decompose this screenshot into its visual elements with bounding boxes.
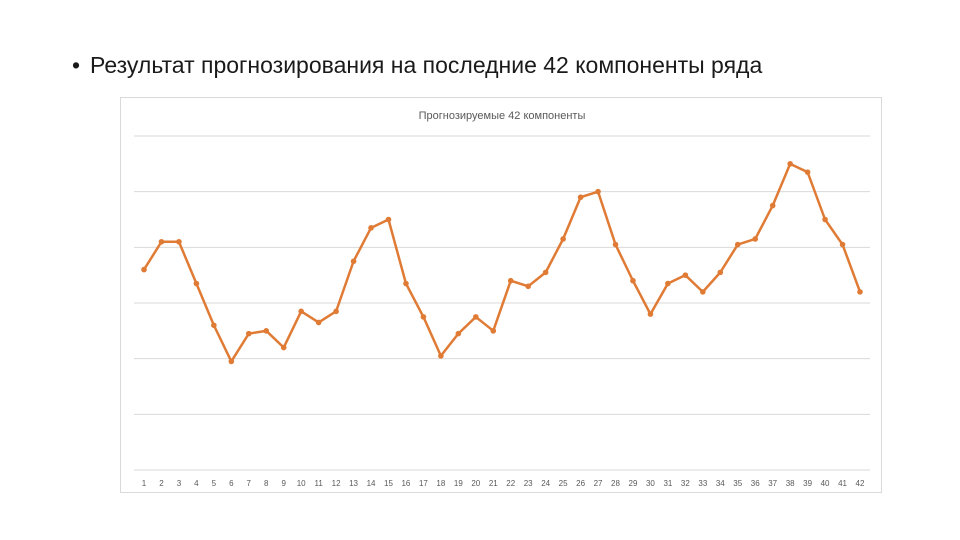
x-tick-label: 9 — [281, 479, 286, 488]
data-point-20 — [473, 314, 479, 320]
x-tick-label: 37 — [768, 479, 777, 488]
x-axis-tick-labels: 1 2 3 4 5 6 7 8 9 10 11 12 13 14 15 16 17 18 19 20 21 22 23 24 2… — [142, 479, 865, 488]
data-point-15 — [385, 216, 392, 223]
data-point-41 — [839, 241, 846, 248]
x-tick-label: 13 — [349, 479, 358, 488]
series-line — [142, 162, 862, 363]
x-tick-label: 21 — [489, 479, 498, 488]
x-tick-label: 22 — [506, 479, 515, 488]
data-point-5 — [211, 322, 217, 329]
data-point-34 — [717, 269, 724, 276]
bullet-marker: • — [72, 52, 81, 78]
x-tick-label: 7 — [247, 479, 252, 488]
x-tick-label: 30 — [646, 479, 655, 488]
data-point-26 — [577, 194, 584, 201]
data-point-39 — [804, 169, 811, 175]
chart-frame: Прогнозируемые 42 компоненты 1 2 3 4 5 6 7 8 9 10… — [120, 97, 882, 493]
data-point-33 — [700, 289, 706, 295]
data-point-31 — [665, 280, 671, 287]
data-point-23 — [525, 283, 531, 290]
data-point-25 — [560, 236, 566, 242]
x-tick-label: 3 — [177, 479, 182, 488]
data-point-14 — [368, 225, 374, 231]
data-point-19 — [455, 330, 462, 337]
data-point-3 — [176, 238, 182, 245]
x-tick-label: 6 — [229, 479, 234, 488]
x-tick-label: 40 — [821, 479, 830, 488]
data-point-38 — [787, 161, 793, 167]
x-tick-label: 33 — [698, 479, 707, 488]
data-point-6 — [228, 358, 235, 365]
x-tick-label: 23 — [524, 479, 533, 488]
data-point-12 — [333, 308, 339, 315]
gridlines — [134, 135, 870, 471]
x-tick-label: 27 — [594, 479, 603, 488]
x-tick-label: 1 — [142, 479, 147, 488]
data-point-4 — [193, 280, 200, 287]
data-point-8 — [263, 328, 270, 334]
data-point-21 — [490, 328, 497, 334]
data-point-1 — [141, 266, 147, 273]
x-tick-label: 2 — [159, 479, 164, 488]
series-layer — [141, 161, 863, 365]
data-point-11 — [315, 319, 322, 326]
data-point-22 — [507, 277, 514, 284]
x-tick-label: 41 — [838, 479, 847, 488]
x-tick-label: 32 — [681, 479, 690, 488]
data-point-27 — [595, 188, 601, 195]
x-tick-label: 25 — [559, 479, 568, 488]
data-point-16 — [403, 280, 409, 287]
x-tick-label: 39 — [803, 479, 812, 488]
x-tick-label: 14 — [367, 479, 376, 488]
x-tick-label: 17 — [419, 479, 428, 488]
data-point-29 — [630, 277, 636, 284]
x-tick-label: 4 — [194, 479, 199, 488]
data-point-17 — [420, 314, 427, 320]
data-point-30 — [647, 311, 654, 317]
x-tick-label: 15 — [384, 479, 393, 488]
x-tick-label: 42 — [856, 479, 865, 488]
data-point-9 — [280, 344, 287, 351]
slide-title-text: Результат прогнозирования на последние 4… — [90, 52, 763, 78]
x-tick-label: 10 — [297, 479, 306, 488]
data-point-35 — [734, 241, 741, 248]
x-tick-label: 29 — [629, 479, 638, 488]
data-point-2 — [158, 238, 165, 245]
x-tick-label: 34 — [716, 479, 725, 488]
x-tick-label: 20 — [471, 479, 480, 488]
data-point-42 — [857, 289, 863, 295]
x-tick-label: 18 — [436, 479, 445, 488]
data-point-40 — [822, 216, 828, 223]
x-tick-label: 36 — [751, 479, 760, 488]
slide-title: • Результат прогнозирования на последние … — [72, 52, 932, 79]
x-tick-label: 26 — [576, 479, 585, 488]
chart-title: Прогнозируемые 42 компоненты — [419, 110, 586, 122]
data-point-10 — [298, 308, 304, 315]
x-tick-label: 19 — [454, 479, 463, 488]
x-tick-label: 5 — [212, 479, 217, 488]
x-tick-label: 38 — [786, 479, 795, 488]
x-tick-label: 8 — [264, 479, 269, 488]
x-tick-label: 35 — [733, 479, 742, 488]
data-point-32 — [682, 272, 689, 278]
data-point-24 — [542, 269, 549, 276]
data-point-36 — [752, 236, 759, 242]
data-point-37 — [769, 202, 776, 209]
x-tick-label: 28 — [611, 479, 620, 488]
x-tick-label: 11 — [314, 479, 323, 488]
x-tick-label: 16 — [401, 479, 410, 488]
x-tick-label: 24 — [541, 479, 550, 488]
x-tick-label: 31 — [663, 479, 672, 488]
x-tick-label: 12 — [332, 479, 341, 488]
data-point-13 — [350, 258, 357, 265]
data-point-7 — [245, 330, 252, 337]
data-point-28 — [612, 241, 619, 248]
data-point-18 — [438, 353, 444, 359]
line-chart: Прогнозируемые 42 компоненты 1 2 3 4 5 6 7 8 9 10… — [134, 110, 870, 488]
